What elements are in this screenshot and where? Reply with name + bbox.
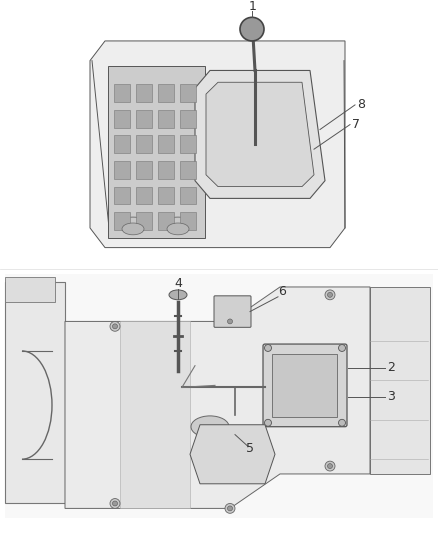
Bar: [5, 274, 433, 518]
Bar: [158, 110, 174, 127]
Ellipse shape: [169, 290, 187, 300]
Circle shape: [113, 501, 117, 506]
Bar: [5, 277, 55, 302]
Bar: [180, 161, 196, 179]
Bar: [158, 135, 174, 153]
Bar: [180, 84, 196, 102]
Circle shape: [110, 498, 120, 508]
Bar: [136, 187, 152, 204]
Text: 7: 7: [352, 118, 360, 131]
Circle shape: [240, 17, 264, 41]
Bar: [114, 161, 130, 179]
Bar: [114, 110, 130, 127]
Circle shape: [325, 290, 335, 300]
Text: 8: 8: [357, 98, 365, 111]
Ellipse shape: [191, 416, 229, 438]
FancyBboxPatch shape: [263, 344, 347, 427]
Polygon shape: [370, 287, 430, 474]
Bar: [180, 187, 196, 204]
Circle shape: [265, 419, 272, 426]
Ellipse shape: [122, 223, 144, 235]
Circle shape: [227, 506, 233, 511]
Circle shape: [339, 419, 346, 426]
Polygon shape: [5, 282, 65, 504]
Circle shape: [339, 344, 346, 351]
Circle shape: [325, 461, 335, 471]
Bar: [158, 161, 174, 179]
Bar: [136, 84, 152, 102]
Bar: [158, 212, 174, 230]
Text: 4: 4: [174, 277, 182, 290]
Polygon shape: [206, 82, 314, 187]
Circle shape: [225, 504, 235, 513]
Text: 6: 6: [278, 285, 286, 298]
Bar: [272, 354, 337, 417]
Bar: [136, 135, 152, 153]
Polygon shape: [190, 425, 275, 484]
Text: 2: 2: [387, 361, 395, 374]
Text: 5: 5: [246, 442, 254, 455]
Polygon shape: [195, 70, 325, 198]
Bar: [114, 84, 130, 102]
Text: 3: 3: [387, 390, 395, 403]
Ellipse shape: [164, 217, 192, 233]
Polygon shape: [120, 321, 190, 508]
Circle shape: [265, 344, 272, 351]
Bar: [158, 187, 174, 204]
Circle shape: [328, 464, 332, 469]
Bar: [114, 187, 130, 204]
Ellipse shape: [119, 217, 147, 233]
Bar: [158, 84, 174, 102]
Bar: [136, 110, 152, 127]
Bar: [180, 212, 196, 230]
FancyBboxPatch shape: [214, 296, 251, 327]
Bar: [180, 135, 196, 153]
Bar: [114, 212, 130, 230]
Polygon shape: [108, 66, 205, 238]
Circle shape: [328, 293, 332, 297]
Bar: [180, 110, 196, 127]
Polygon shape: [90, 41, 345, 248]
Bar: [114, 135, 130, 153]
Ellipse shape: [167, 223, 189, 235]
Bar: [136, 212, 152, 230]
Circle shape: [113, 324, 117, 329]
Circle shape: [110, 321, 120, 331]
Circle shape: [227, 319, 233, 324]
Text: 1: 1: [249, 1, 257, 13]
Polygon shape: [65, 287, 370, 508]
Circle shape: [225, 317, 235, 326]
Bar: [136, 161, 152, 179]
